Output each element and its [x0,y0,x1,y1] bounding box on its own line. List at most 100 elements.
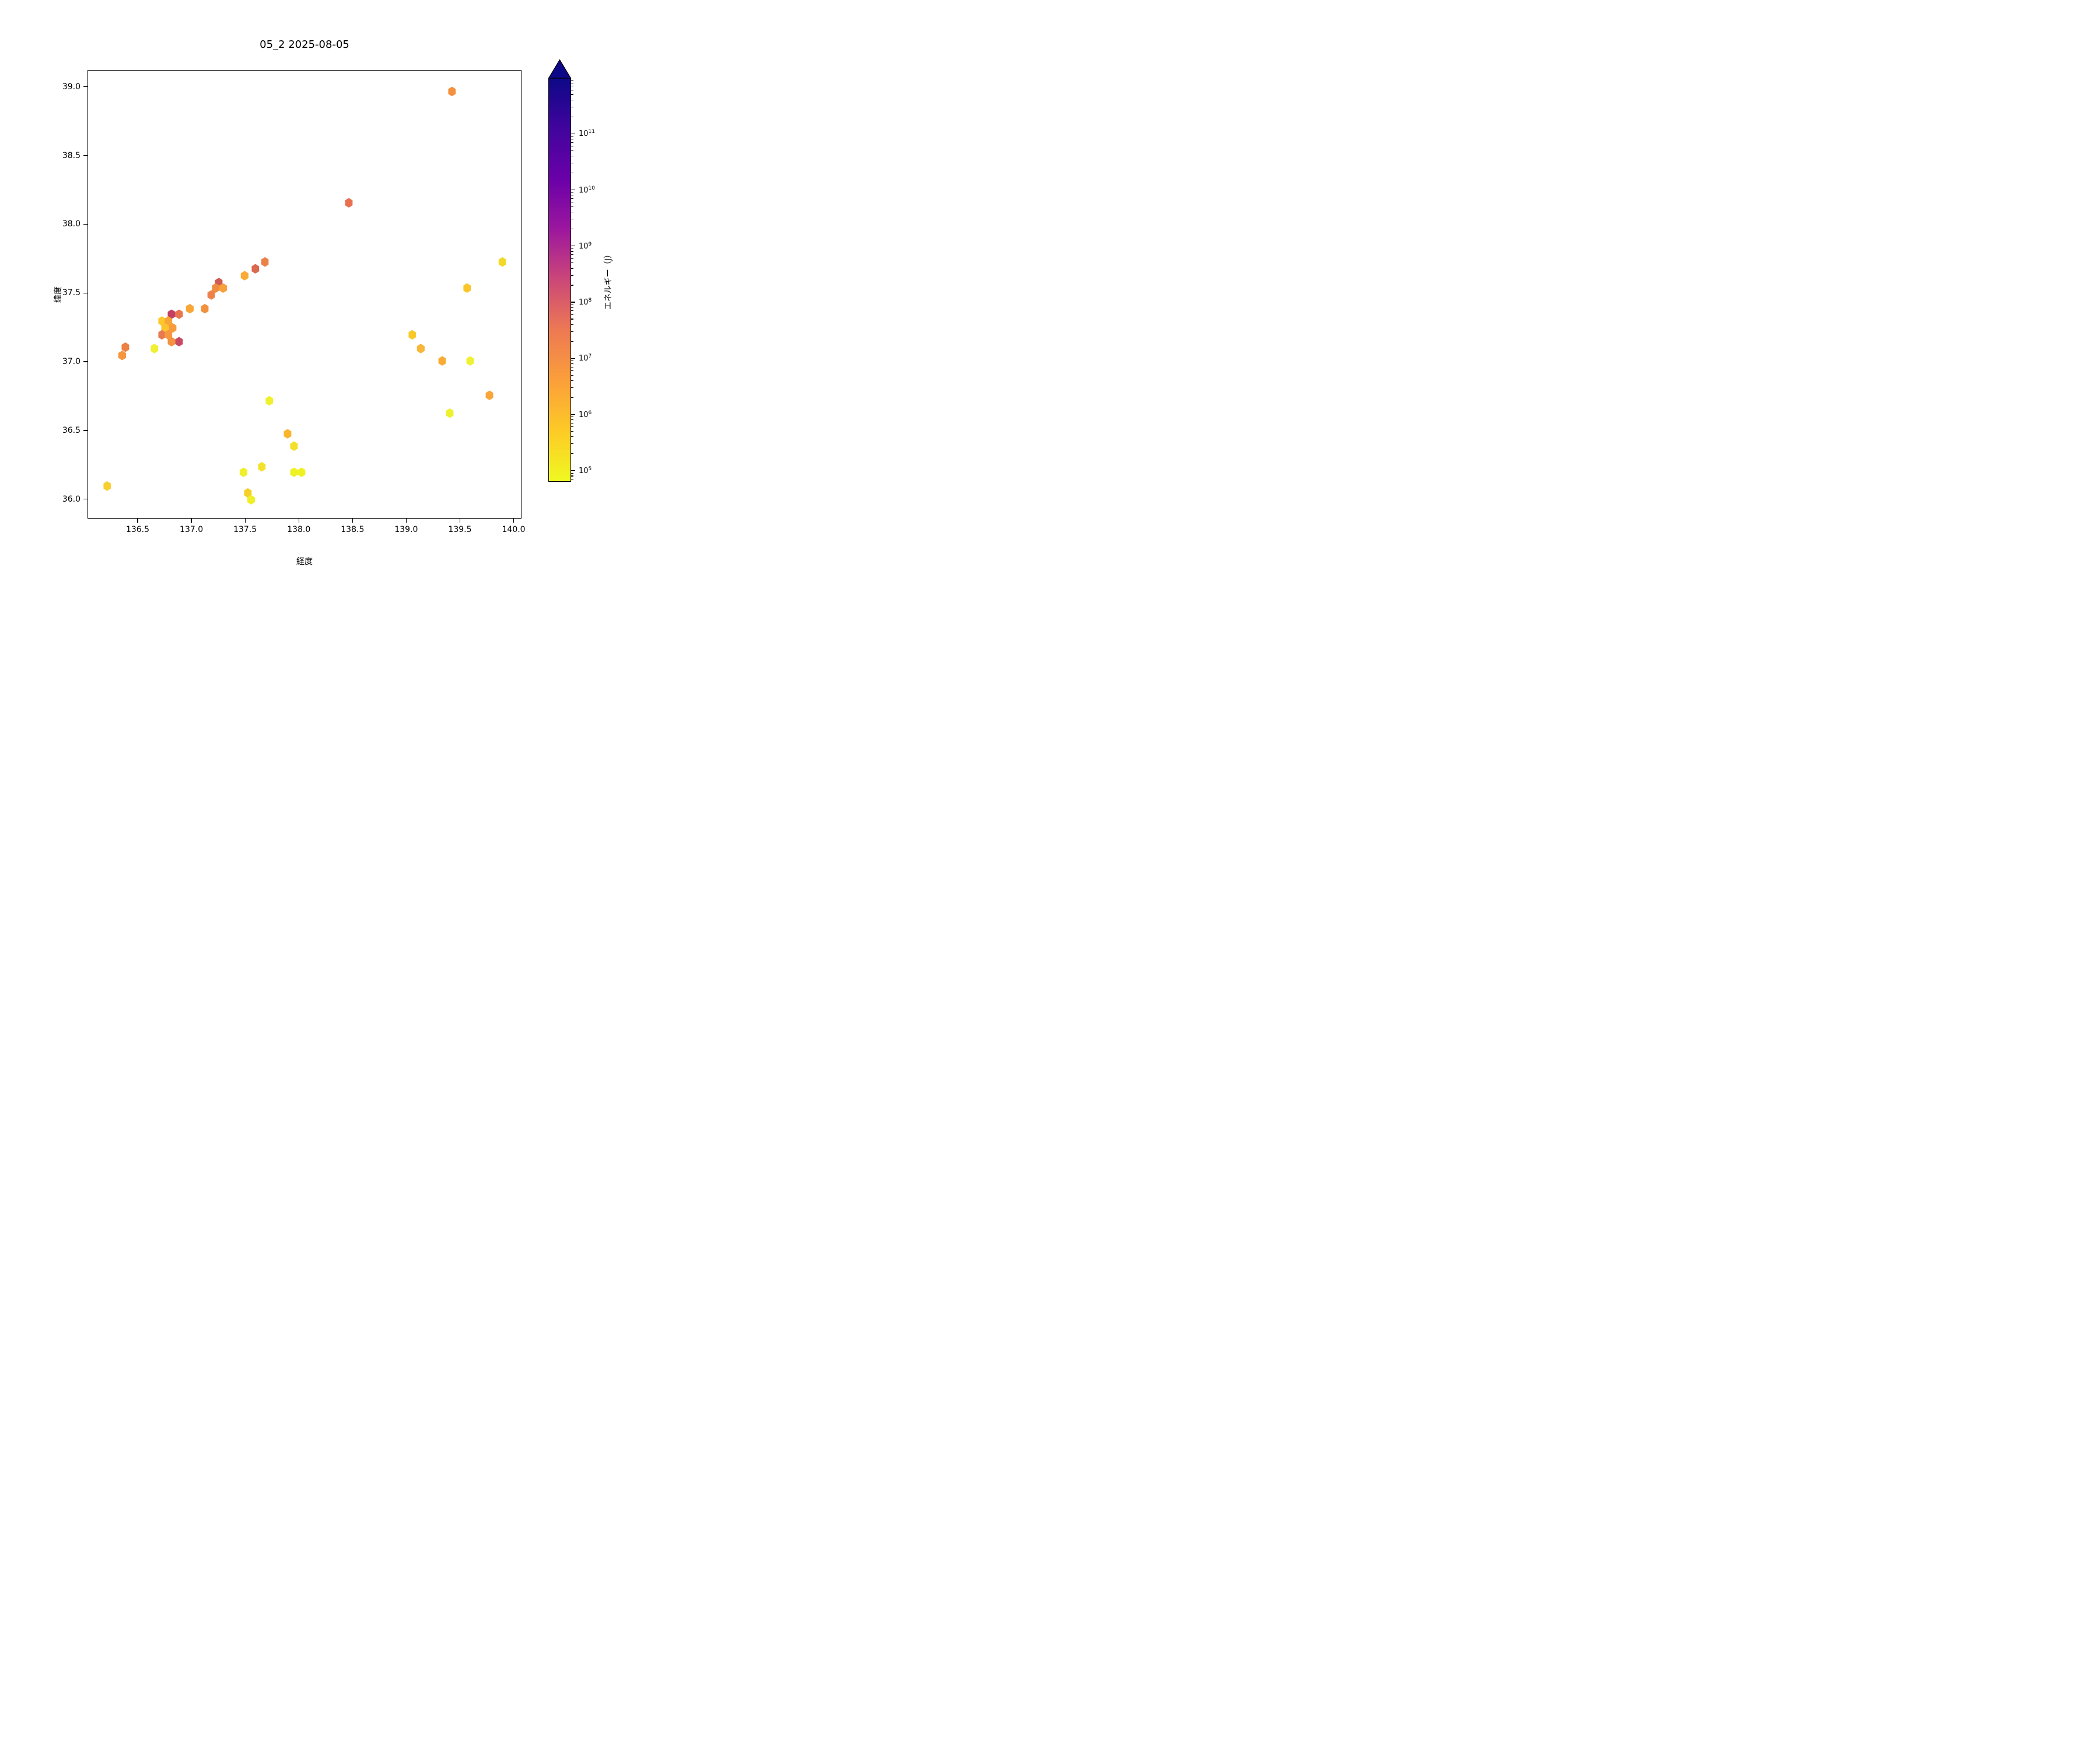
colorbar-minor-tick [571,258,573,259]
x-tick-label: 137.5 [233,525,257,534]
hexbin-point [244,488,252,498]
colorbar-tick [571,414,575,415]
colorbar-tick-label: 107 [579,354,592,363]
colorbar-minor-tick [571,475,573,477]
colorbar-tick [571,358,575,359]
colorbar-minor-tick [571,310,573,312]
colorbar-minor-tick [571,479,573,480]
colorbar-minor-tick [571,324,573,325]
y-tick [83,361,88,362]
x-tick [137,519,138,523]
hexbin-point [261,257,269,267]
hexbin-point [416,344,425,354]
hexbin-point [239,467,248,477]
x-tick-label: 140.0 [502,525,526,534]
hexbin-point [240,271,249,281]
colorbar-minor-tick [571,436,573,438]
y-tick [83,86,88,88]
hexbin-point [498,257,506,267]
colorbar-minor-tick [571,397,573,398]
colorbar-extend-arrow [548,59,572,79]
colorbar-minor-tick [571,473,573,474]
hexbin-point [485,390,494,400]
hexbin-point [158,316,166,326]
y-tick-label: 37.5 [62,288,80,298]
colorbar-minor-tick [571,206,573,208]
colorbar-minor-tick [571,453,573,454]
x-tick-label: 139.5 [448,525,472,534]
y-tick [83,223,88,225]
colorbar-minor-tick [571,363,573,365]
hexbin-point [290,467,298,477]
hexbin-point [212,283,220,293]
hexbin-point [463,283,471,293]
hexbin-point [118,351,126,360]
hexbin-point [158,330,166,340]
y-tick-label: 39.0 [62,82,80,92]
colorbar-minor-tick [571,142,573,143]
hexbin-point [345,198,353,208]
colorbar-minor-tick [571,443,573,444]
colorbar-minor-tick [571,341,573,342]
hexbin-point [164,330,173,340]
hexbin-point [251,264,260,274]
hexbin-point [169,323,177,333]
plot-area [88,70,522,519]
hexbin-point [247,495,255,505]
hexbin-point [438,356,446,366]
colorbar-minor-tick [571,387,573,388]
hexbin-point [284,429,292,439]
x-axis-label: 経度 [296,557,313,566]
hexbin-point [103,481,111,491]
colorbar-minor-tick [571,416,573,418]
y-tick [83,155,88,156]
colorbar-minor-tick [571,307,573,308]
colorbar-minor-tick [571,422,573,424]
x-tick-label: 137.0 [180,525,204,534]
hexbin-point [207,290,215,300]
colorbar-minor-tick [571,370,573,372]
colorbar-minor-tick [571,430,573,432]
x-tick-label: 139.0 [394,525,418,534]
y-tick-label: 36.5 [62,425,80,435]
hexbin-point [150,344,159,354]
hexbin-point [219,283,228,293]
y-tick-label: 38.5 [62,150,80,160]
y-tick-label: 36.0 [62,494,80,504]
x-tick [352,519,353,523]
colorbar-minor-tick [571,366,573,368]
x-tick-label: 136.5 [125,525,150,534]
x-tick [405,519,407,523]
hexbin-point [258,461,266,472]
hexbin-point [466,356,474,366]
x-tick-label: 138.5 [341,525,365,534]
y-tick-label: 37.0 [62,357,80,367]
colorbar-minor-tick [571,360,573,362]
hexbin-point [201,303,209,314]
hexbin-point [121,342,130,352]
x-tick [244,519,246,523]
colorbar-minor-tick [571,314,573,315]
y-axis-label: 緯度 [54,286,63,303]
hexbin-point [161,323,169,333]
colorbar-minor-tick [571,374,573,376]
colorbar-tick-label: 1010 [579,185,595,195]
hexbin-point [408,330,416,340]
colorbar-minor-tick [571,419,573,421]
colorbar-minor-tick [571,262,573,264]
hexbin-point [290,441,298,452]
colorbar-minor-tick [571,254,573,256]
colorbar-tick-label: 109 [579,241,592,251]
plot-title: 05_2 2025-08-05 [260,38,349,51]
colorbar-tick [571,470,575,471]
colorbar-minor-tick [571,304,573,305]
hexbin-point [265,396,274,406]
colorbar-minor-tick [571,318,573,320]
colorbar-tick-label: 106 [579,410,592,419]
colorbar-minor-tick [571,198,573,199]
hexbin-point [298,467,306,477]
colorbar-minor-tick [571,331,573,332]
hexbin-point [167,337,176,347]
colorbar-tick-label: 105 [579,466,592,475]
colorbar-minor-tick [571,380,573,382]
